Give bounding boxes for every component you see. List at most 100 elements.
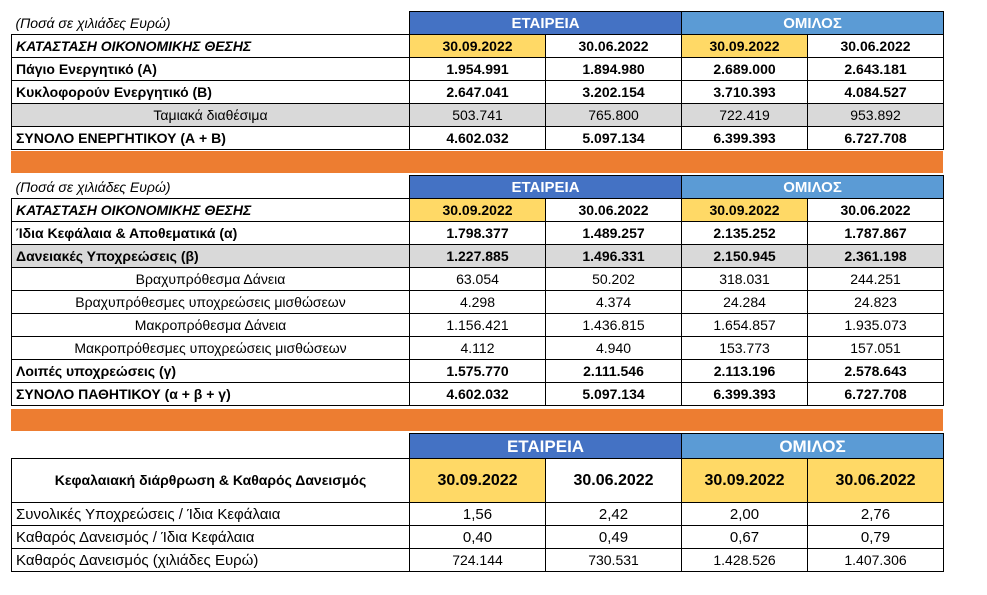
value-cell: 4.084.527 [807, 80, 945, 104]
capital-structure-table: ΕΤΑΙΡΕΙΑ ΟΜΙΛΟΣ Κεφαλαιακή διάρθρωση & Κ… [11, 433, 945, 572]
value-cell: 1.489.257 [544, 221, 683, 245]
value-cell: 2.689.000 [681, 57, 809, 81]
date-cell: 30.06.2022 [544, 34, 683, 58]
value-cell: 2.361.198 [807, 244, 945, 268]
date-cell: 30.09.2022 [681, 458, 809, 503]
section-title: ΚΑΤΑΣΤΑΣΗ ΟΙΚΟΝΟΜΙΚΗΣ ΘΕΣΗΣ [11, 34, 410, 58]
value-cell: 4.374 [544, 290, 683, 314]
financial-position-table-assets: (Ποσά σε χιλιάδες Ευρώ) ΕΤΑΙΡΕΙΑ ΟΜΙΛΟΣ … [11, 11, 945, 150]
row-label: Συνολικές Υποχρεώσεις / Ίδια Κεφάλαια [11, 502, 410, 526]
value-cell: 1.227.885 [409, 244, 546, 268]
table-row: Μακροπρόθεσμα Δάνεια 1.156.421 1.436.815… [11, 313, 945, 337]
company-header: ΕΤΑΙΡΕΙΑ [408, 11, 683, 35]
value-cell: 1.798.377 [409, 221, 546, 245]
value-cell: 0,67 [681, 525, 809, 549]
value-cell: 1.407.306 [807, 548, 945, 572]
table-row: Μακροπρόθεσμες υποχρεώσεις μισθώσεων 4.1… [11, 336, 945, 360]
value-cell: 765.800 [544, 103, 683, 127]
row-label: Μακροπρόθεσμα Δάνεια [11, 313, 410, 337]
empty-cell [12, 434, 410, 459]
value-cell: 730.531 [544, 548, 683, 572]
value-cell: 2.150.945 [681, 244, 809, 268]
row-label: Δανειακές Υποχρεώσεις (β) [11, 244, 410, 268]
value-cell: 953.892 [807, 103, 945, 127]
value-cell: 724.144 [409, 548, 546, 572]
table-row: Δανειακές Υποχρεώσεις (β) 1.227.885 1.49… [11, 244, 945, 268]
value-cell: 1.954.991 [409, 57, 546, 81]
row-label: Καθαρός Δανεισμός (χιλιάδες Ευρώ) [11, 548, 410, 572]
value-cell: 0,49 [544, 525, 683, 549]
company-header: ΕΤΑΙΡΕΙΑ [408, 433, 683, 459]
value-cell: 4.298 [409, 290, 546, 314]
row-label: Βραχυπρόθεσμα Δάνεια [11, 267, 410, 291]
value-cell: 153.773 [681, 336, 809, 360]
value-cell: 157.051 [807, 336, 945, 360]
table-row: Πάγιο Ενεργητικό (Α) 1.954.991 1.894.980… [11, 57, 945, 81]
value-cell: 4.602.032 [409, 126, 546, 150]
value-cell: 5.097.134 [544, 382, 683, 406]
value-cell: 722.419 [681, 103, 809, 127]
group-header: ΟΜΙΛΟΣ [681, 11, 945, 35]
value-cell: 1.575.770 [409, 359, 546, 383]
table-row: Λοιπές υποχρεώσεις (γ) 1.575.770 2.111.5… [11, 359, 945, 383]
value-cell: 6.727.708 [807, 126, 945, 150]
unit-note: (Ποσά σε χιλιάδες Ευρώ) [15, 14, 171, 31]
section-title: ΚΑΤΑΣΤΑΣΗ ΟΙΚΟΝΟΜΙΚΗΣ ΘΕΣΗΣ [11, 198, 410, 222]
table-row: ΣΥΝΟΛΟ ΕΝΕΡΓΗΤΙΚΟΥ (Α + Β) 4.602.032 5.0… [11, 126, 945, 150]
value-cell: 1.496.331 [544, 244, 683, 268]
row-label: ΣΥΝΟΛΟ ΕΝΕΡΓΗΤΙΚΟΥ (Α + Β) [11, 126, 410, 150]
row-label: ΣΥΝΟΛΟ ΠΑΘΗΤΙΚΟΥ (α + β + γ) [11, 382, 410, 406]
row-label: Μακροπρόθεσμες υποχρεώσεις μισθώσεων [11, 336, 410, 360]
table-row: Βραχυπρόθεσμα Δάνεια 63.054 50.202 318.0… [11, 267, 945, 291]
unit-note: (Ποσά σε χιλιάδες Ευρώ) [15, 178, 171, 195]
value-cell: 318.031 [681, 267, 809, 291]
row-label: Βραχυπρόθεσμες υποχρεώσεις μισθώσεων [11, 290, 410, 314]
row-label: Λοιπές υποχρεώσεις (γ) [11, 359, 410, 383]
row-label: Πάγιο Ενεργητικό (Α) [11, 57, 410, 81]
value-cell: 2.647.041 [409, 80, 546, 104]
value-cell: 1.787.867 [807, 221, 945, 245]
row-label: Κυκλοφορούν Ενεργητικό (Β) [11, 80, 410, 104]
date-cell: 30.09.2022 [409, 458, 546, 503]
value-cell: 2,00 [681, 502, 809, 526]
group-header: ΟΜΙΛΟΣ [681, 433, 945, 459]
value-cell: 2.643.181 [807, 57, 945, 81]
value-cell: 2.111.546 [544, 359, 683, 383]
value-cell: 0,40 [409, 525, 546, 549]
table-row: Βραχυπρόθεσμες υποχρεώσεις μισθώσεων 4.2… [11, 290, 945, 314]
value-cell: 1.654.857 [681, 313, 809, 337]
date-cell: 30.09.2022 [681, 198, 809, 222]
date-cell: 30.09.2022 [681, 34, 809, 58]
value-cell: 2,76 [807, 502, 945, 526]
value-cell: 3.202.154 [544, 80, 683, 104]
value-cell: 63.054 [409, 267, 546, 291]
date-cell: 30.09.2022 [409, 34, 546, 58]
section-title: Κεφαλαιακή διάρθρωση & Καθαρός Δανεισμός [11, 458, 410, 503]
date-cell: 30.09.2022 [409, 198, 546, 222]
value-cell: 4.602.032 [409, 382, 546, 406]
value-cell: 503.741 [409, 103, 546, 127]
value-cell: 4.112 [409, 336, 546, 360]
table-row: Ίδια Κεφάλαια & Αποθεματικά (α) 1.798.37… [11, 221, 945, 245]
value-cell: 2.578.643 [807, 359, 945, 383]
value-cell: 0,79 [807, 525, 945, 549]
row-label: Ταμιακά διαθέσιμα [11, 103, 410, 127]
value-cell: 4.940 [544, 336, 683, 360]
table-row: Ταμιακά διαθέσιμα 503.741 765.800 722.41… [11, 103, 945, 127]
date-cell: 30.06.2022 [544, 458, 683, 503]
value-cell: 1.935.073 [807, 313, 945, 337]
value-cell: 1.436.815 [544, 313, 683, 337]
table-row: ΣΥΝΟΛΟ ΠΑΘΗΤΙΚΟΥ (α + β + γ) 4.602.032 5… [11, 382, 945, 406]
value-cell: 3.710.393 [681, 80, 809, 104]
value-cell: 6.727.708 [807, 382, 945, 406]
group-header: ΟΜΙΛΟΣ [681, 175, 945, 199]
company-header: ΕΤΑΙΡΕΙΑ [408, 175, 683, 199]
date-cell: 30.06.2022 [807, 458, 945, 503]
value-cell: 244.251 [807, 267, 945, 291]
table-row: Συνολικές Υποχρεώσεις / Ίδια Κεφάλαια 1,… [11, 502, 945, 526]
row-label: Ίδια Κεφάλαια & Αποθεματικά (α) [11, 221, 410, 245]
date-cell: 30.06.2022 [807, 198, 945, 222]
value-cell: 24.823 [807, 290, 945, 314]
table-row: Καθαρός Δανεισμός / Ίδια Κεφάλαια 0,40 0… [11, 525, 945, 549]
value-cell: 2,42 [544, 502, 683, 526]
